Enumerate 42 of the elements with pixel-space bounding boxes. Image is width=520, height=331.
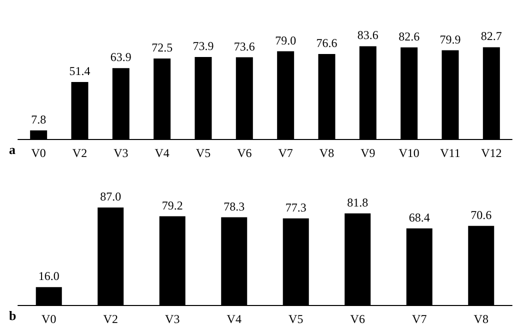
- data-label: 78.3: [224, 199, 245, 214]
- data-label: 79.0: [275, 33, 296, 48]
- data-label: 83.6: [357, 28, 378, 42]
- x-tick-label: V5: [288, 312, 304, 326]
- data-label: 82.6: [398, 29, 420, 44]
- data-label: 72.5: [152, 40, 173, 55]
- data-label: 70.6: [470, 208, 492, 222]
- x-tick-label: V4: [154, 146, 170, 160]
- x-tick-label: V11: [440, 146, 460, 160]
- x-tick-label: V2: [72, 146, 88, 160]
- data-label: 77.3: [285, 200, 306, 214]
- x-tick-label: V7: [278, 146, 293, 160]
- data-label: 51.4: [69, 64, 90, 78]
- x-tick-label: V8: [474, 312, 488, 326]
- data-label: 16.0: [38, 269, 60, 284]
- data-label: 73.9: [192, 38, 214, 53]
- text: a: [9, 142, 16, 157]
- x-tick-label: V0: [31, 146, 46, 160]
- data-label: 87.0: [100, 190, 122, 204]
- data-label: 73.6: [234, 39, 255, 54]
- data-label: 81.8: [347, 195, 368, 210]
- data-label: 76.6: [316, 36, 338, 50]
- x-tick-label: V10: [398, 146, 420, 160]
- text: b: [9, 308, 16, 323]
- data-label: 68.4: [408, 210, 430, 224]
- data-label: 79.2: [162, 198, 183, 212]
- x-tick-label: V2: [103, 312, 118, 326]
- x-tick-label: V12: [481, 146, 502, 160]
- x-tick-label: V7: [412, 312, 427, 326]
- data-label: 82.7: [480, 29, 502, 44]
- x-tick-label: V6: [237, 146, 252, 160]
- x-tick-label: V9: [360, 146, 376, 160]
- x-tick-label: V0: [42, 312, 56, 326]
- x-tick-label: V6: [350, 312, 365, 326]
- x-tick-label: V5: [196, 146, 211, 160]
- data-label: 63.9: [110, 50, 132, 64]
- x-tick-label: V3: [165, 312, 180, 326]
- data-label: 79.9: [440, 32, 461, 46]
- x-tick-label: V3: [114, 146, 128, 160]
- x-tick-label: V4: [226, 312, 242, 326]
- x-tick-label: V8: [319, 146, 334, 160]
- data-label: 7.8: [31, 112, 46, 126]
